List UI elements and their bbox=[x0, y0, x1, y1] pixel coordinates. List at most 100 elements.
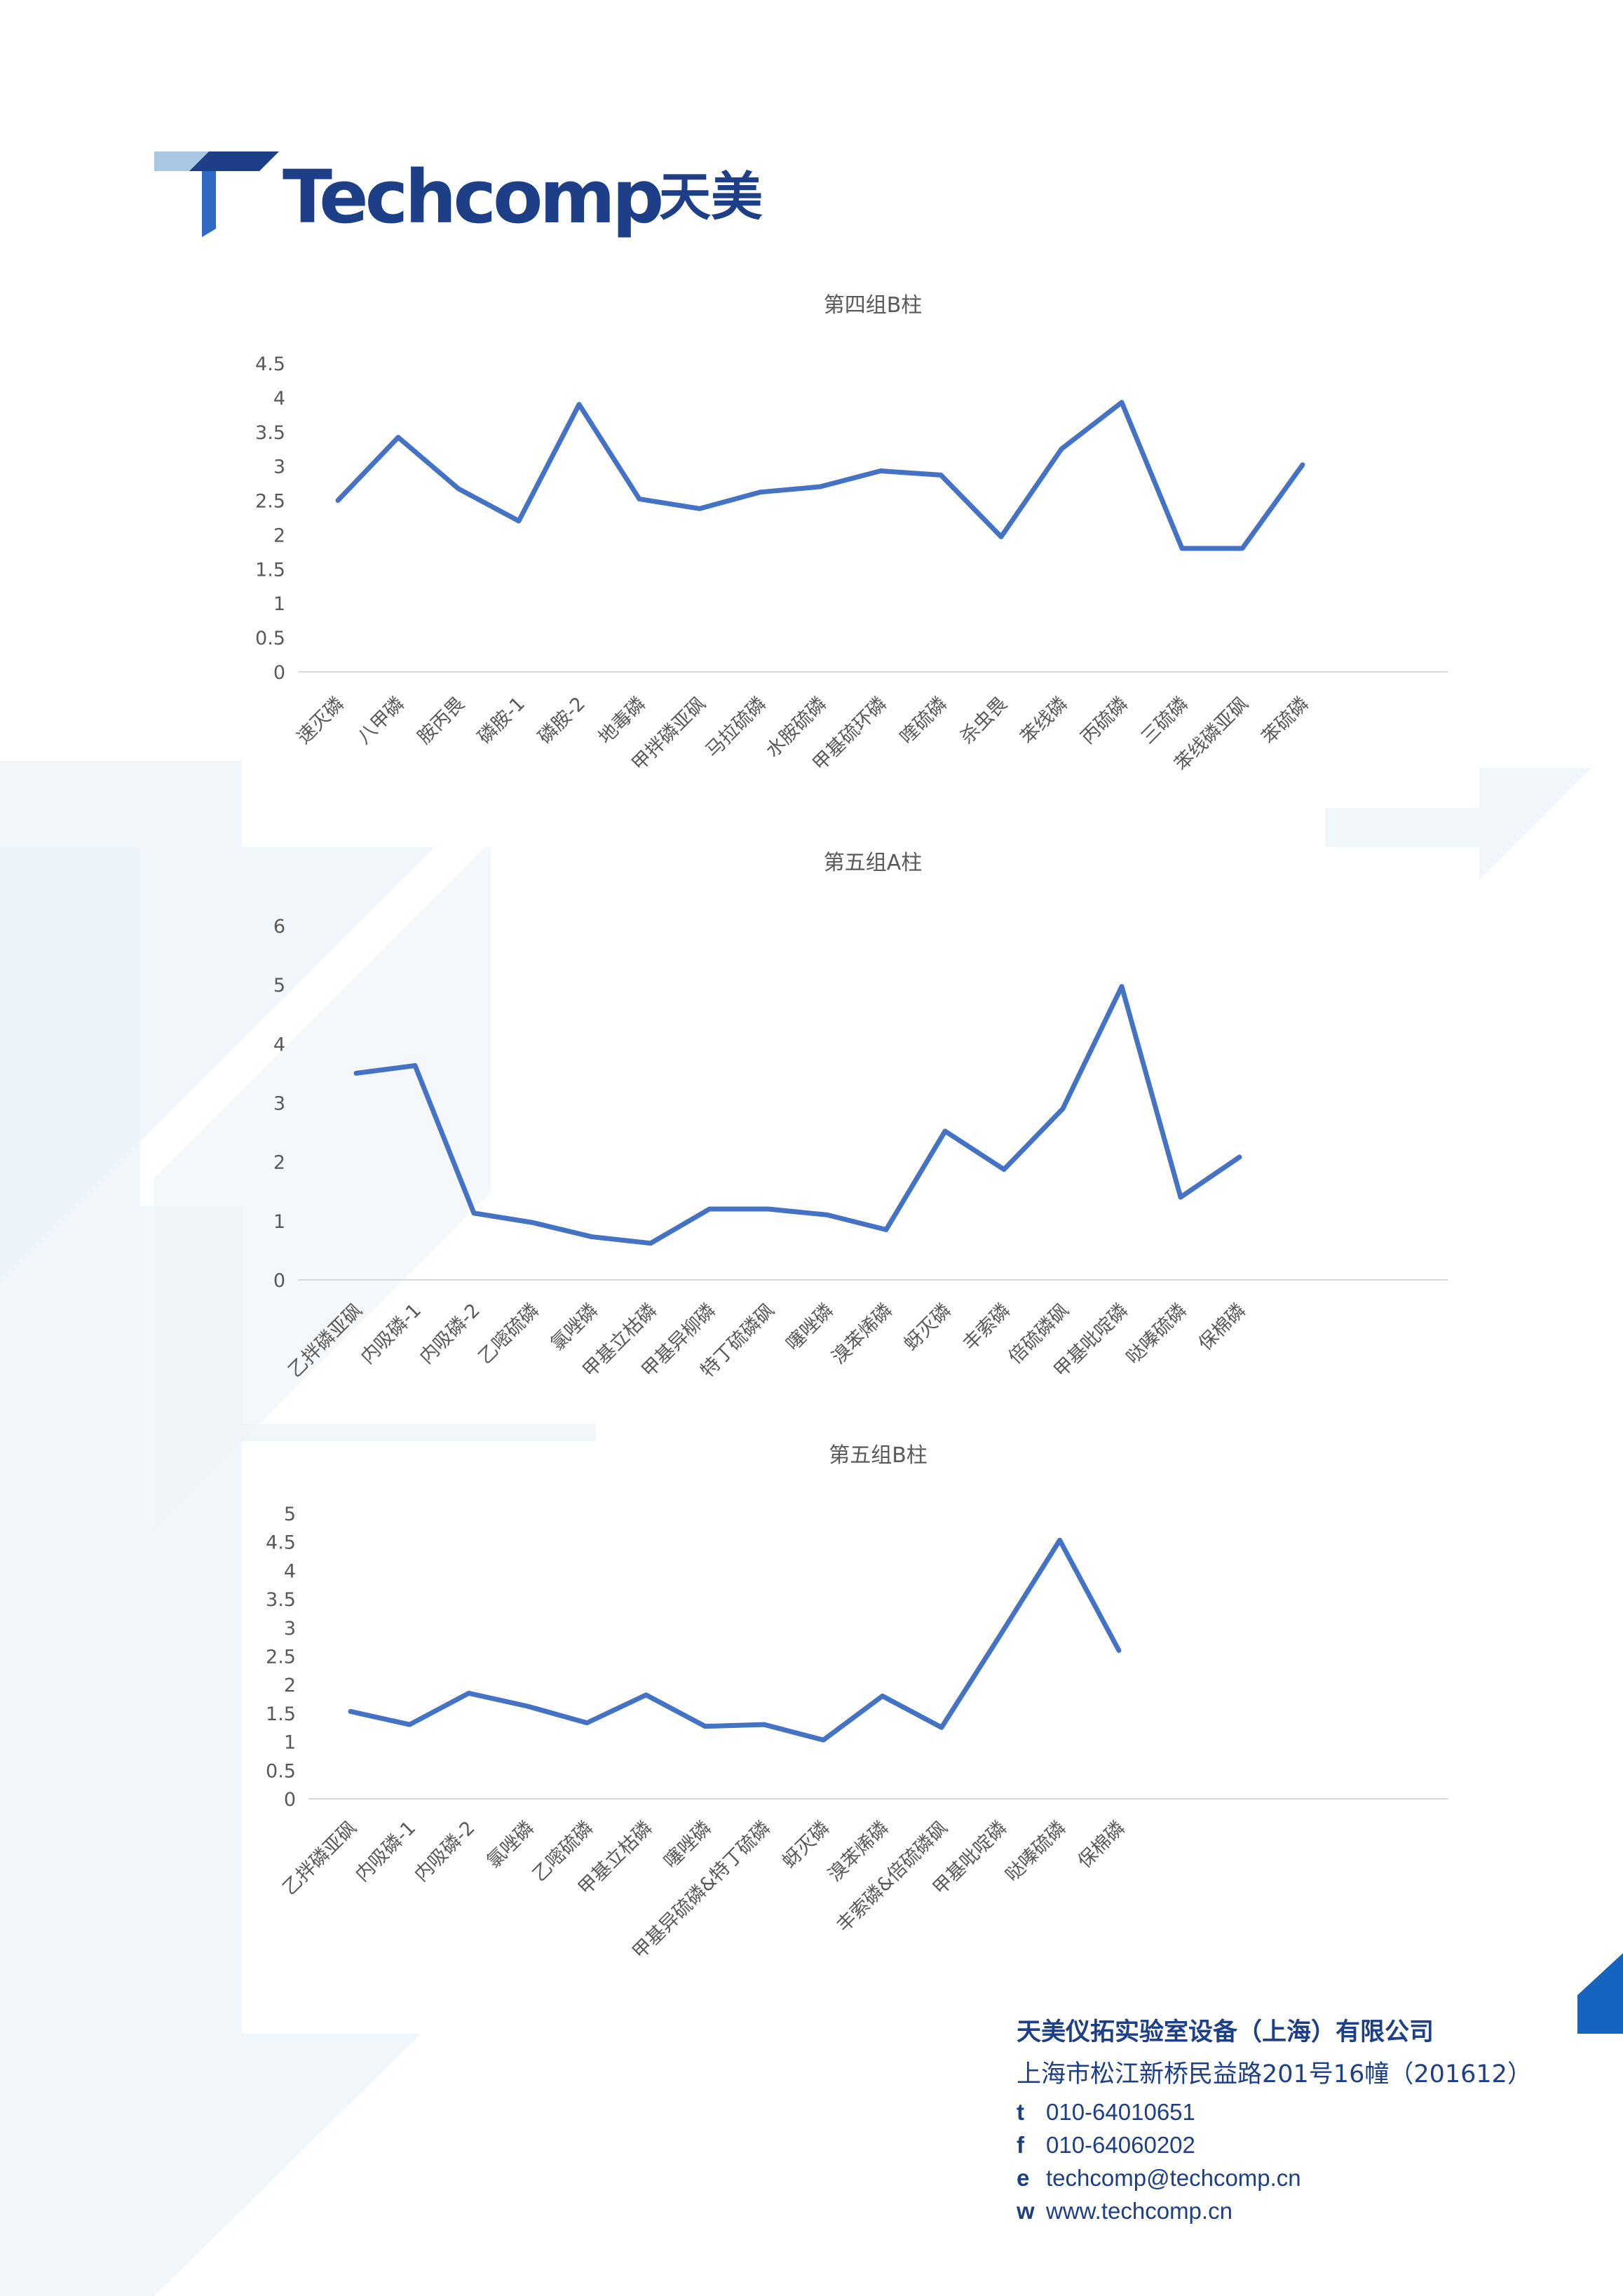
contact-fax-key: f bbox=[1017, 2132, 1024, 2158]
y-tick-label: 3 bbox=[273, 1093, 285, 1115]
contact-website: w www.techcomp.cn bbox=[1017, 2194, 1591, 2227]
data-point bbox=[1003, 1169, 1005, 1170]
y-tick-label: 2 bbox=[273, 525, 285, 546]
y-tick-label: 0.5 bbox=[266, 1760, 296, 1782]
series-line bbox=[335, 400, 1305, 551]
data-point bbox=[1062, 1108, 1064, 1109]
x-tick-label: 内吸磷-1 bbox=[357, 1299, 426, 1368]
contact-fax: f 010-64060202 bbox=[1017, 2128, 1591, 2161]
company-footer: 天美仪拓实验室设备（上海）有限公司 上海市松江新桥民益路201号16幢（2016… bbox=[1017, 2011, 1591, 2227]
data-point bbox=[1061, 448, 1062, 450]
y-tick-label: 3.5 bbox=[266, 1589, 296, 1611]
y-tick-label: 5 bbox=[273, 975, 285, 997]
contact-phone: t 010-64010651 bbox=[1017, 2095, 1591, 2128]
x-tick-label: 杀虫畏 bbox=[956, 693, 1012, 748]
chart-title: 第五组B柱 bbox=[829, 1443, 928, 1468]
y-tick-label: 6 bbox=[273, 916, 285, 938]
y-tick-label: 4.5 bbox=[255, 353, 285, 375]
y-tick-label: 0 bbox=[273, 1270, 285, 1292]
y-tick-label: 4 bbox=[273, 388, 285, 410]
data-point bbox=[1181, 548, 1183, 549]
x-tick-label: 保棉磷 bbox=[1195, 1299, 1250, 1355]
data-point bbox=[1000, 536, 1002, 537]
y-tick-label: 4 bbox=[273, 1034, 285, 1055]
data-point bbox=[468, 1692, 470, 1694]
data-point bbox=[1059, 1539, 1061, 1541]
y-tick-label: 1 bbox=[273, 1211, 285, 1233]
x-tick-label: 溴苯烯磷 bbox=[828, 1299, 897, 1368]
x-tick-label: 氯唑磷 bbox=[483, 1817, 538, 1872]
data-point bbox=[709, 1208, 710, 1210]
company-address: 上海市松江新桥民益路201号16幢（201612） bbox=[1017, 2060, 1532, 2088]
x-tick-label: 磷胺-1 bbox=[474, 693, 529, 748]
data-point bbox=[355, 1072, 357, 1074]
data-point bbox=[768, 1208, 769, 1210]
y-tick-label: 5 bbox=[284, 1504, 296, 1525]
contact-email-value[interactable]: techcomp@techcomp.cn bbox=[1046, 2165, 1301, 2191]
x-tick-label: 噻唑磷 bbox=[782, 1299, 838, 1355]
y-tick-label: 2 bbox=[273, 1152, 285, 1174]
x-tick-label: 三硫磷 bbox=[1137, 693, 1193, 748]
data-point bbox=[1242, 548, 1243, 549]
x-tick-label: 地毒磷 bbox=[595, 693, 650, 748]
y-tick-label: 2 bbox=[284, 1675, 296, 1696]
x-tick-label: 苯硫磷 bbox=[1258, 693, 1313, 748]
data-point bbox=[944, 1130, 946, 1132]
x-tick-label: 乙拌磷亚砜 bbox=[285, 1299, 367, 1382]
y-tick-label: 3 bbox=[284, 1618, 296, 1640]
data-point bbox=[414, 1065, 416, 1066]
series-line bbox=[353, 984, 1242, 1246]
data-point bbox=[586, 1722, 588, 1724]
x-tick-label: 噻唑磷 bbox=[660, 1817, 716, 1872]
x-tick-label: 速灭磷 bbox=[293, 693, 348, 748]
data-point bbox=[822, 1739, 824, 1741]
x-tick-label: 马拉硫磷 bbox=[702, 693, 770, 762]
x-tick-label: 氯唑磷 bbox=[547, 1299, 602, 1355]
brand-name: Techcomp bbox=[283, 154, 664, 240]
x-tick-label: 胺丙畏 bbox=[414, 693, 469, 748]
contact-fax-value: 010-64060202 bbox=[1046, 2132, 1195, 2158]
x-tick-label: 蚜灭磷 bbox=[900, 1299, 956, 1355]
data-point bbox=[518, 520, 520, 522]
data-point bbox=[532, 1222, 534, 1223]
line-chart-1: 第四组B柱 0 0.5 1 1.5 2 2.5 3 3.5 4 4.5 速灭磷 八甲磷 胺丙畏 磷胺-1 磷胺… bbox=[255, 293, 1448, 775]
data-point bbox=[1118, 1649, 1120, 1651]
contact-website-value[interactable]: www.techcomp.cn bbox=[1046, 2198, 1232, 2224]
x-tick-label: 哒嗪硫磷 bbox=[1122, 1299, 1191, 1368]
y-tick-label: 3.5 bbox=[255, 422, 285, 444]
x-tick-label: 内吸磷-1 bbox=[351, 1817, 420, 1886]
chart-title: 第五组A柱 bbox=[824, 851, 923, 875]
line-chart-3: 第五组B柱 0 0.5 1 1.5 2 2.5 3 3.5 4 4.5 5 乙拌磷亚砜内吸磷-1内吸磷-… bbox=[266, 1443, 1448, 1964]
x-tick-label: 内吸磷-2 bbox=[416, 1299, 484, 1368]
y-tick-label: 0 bbox=[284, 1789, 296, 1811]
brand-name-cn: 天美 bbox=[659, 167, 763, 227]
y-tick-label: 1.5 bbox=[266, 1703, 296, 1725]
x-tick-label: 八甲磷 bbox=[353, 693, 409, 748]
y-tick-label: 1.5 bbox=[255, 559, 285, 581]
y-tick-label: 2.5 bbox=[255, 491, 285, 513]
x-tick-label: 内吸磷-2 bbox=[410, 1817, 479, 1886]
x-tick-label: 丰索磷 bbox=[959, 1299, 1014, 1355]
y-tick-label: 1 bbox=[273, 593, 285, 615]
data-point bbox=[763, 1724, 765, 1725]
series-line bbox=[348, 1537, 1122, 1743]
contact-email: e techcomp@techcomp.cn bbox=[1017, 2161, 1591, 2194]
y-tick-label: 2.5 bbox=[266, 1647, 296, 1668]
x-tick-label: 哒嗪硫磷 bbox=[1001, 1817, 1070, 1886]
y-tick-label: 3 bbox=[273, 457, 285, 478]
data-point bbox=[337, 500, 339, 501]
x-tick-label: 磷胺-2 bbox=[534, 693, 590, 748]
company-name: 天美仪拓实验室设备（上海）有限公司 bbox=[1017, 2018, 1434, 2046]
x-tick-label: 丙硫磷 bbox=[1077, 693, 1132, 748]
data-point bbox=[1000, 1634, 1001, 1635]
data-point bbox=[527, 1706, 529, 1707]
y-tick-label: 4 bbox=[284, 1560, 296, 1582]
x-tick-label: 乙拌磷亚砜 bbox=[279, 1817, 361, 1899]
contact-email-key: e bbox=[1017, 2165, 1030, 2191]
y-tick-label: 0.5 bbox=[255, 628, 285, 649]
techcomp-logo-mark bbox=[154, 151, 279, 237]
x-tick-label: 蚜灭磷 bbox=[778, 1817, 834, 1872]
x-tick-label: 喹硫磷 bbox=[896, 693, 951, 748]
contact-phone-value: 010-64010651 bbox=[1046, 2099, 1195, 2125]
